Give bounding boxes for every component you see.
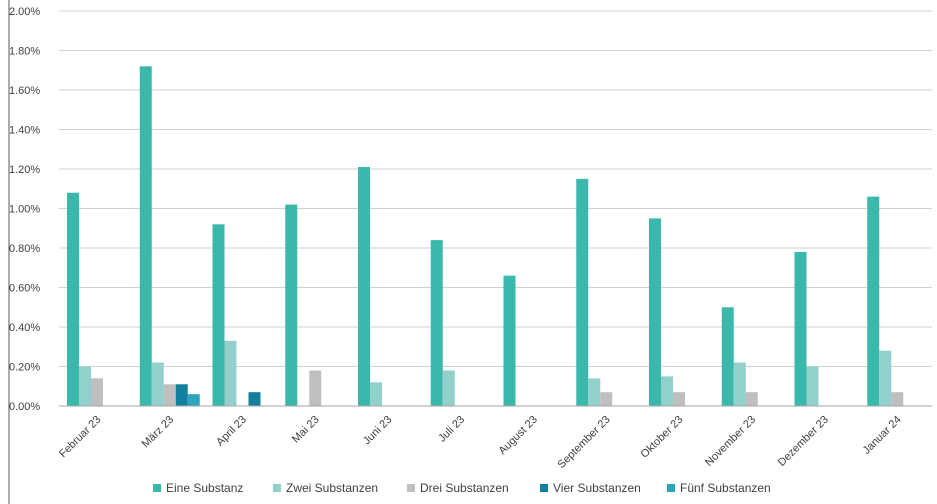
bar-eine-substanz <box>213 224 225 406</box>
bar-eine-substanz <box>431 240 443 406</box>
bar-zwei-substanzen <box>225 341 237 406</box>
bar-zwei-substanzen <box>79 367 91 407</box>
bar-zwei-substanzen <box>370 382 382 406</box>
bar-eine-substanz <box>140 66 152 406</box>
legend-swatch <box>273 484 281 492</box>
bar-vier-substanzen <box>249 392 261 406</box>
bar-eine-substanz <box>358 167 370 406</box>
x-tick-label: September 23 <box>555 414 612 471</box>
y-tick-label: 0.40% <box>9 322 40 334</box>
bar-zwei-substanzen <box>879 351 891 406</box>
bar-zwei-substanzen <box>734 363 746 406</box>
bar-vier-substanzen <box>176 384 188 406</box>
y-tick-label: 2.00% <box>9 6 40 18</box>
y-tick-label: 0.00% <box>9 401 40 413</box>
bar-zwei-substanzen <box>588 378 600 406</box>
bar-drei-substanzen <box>309 370 321 406</box>
y-tick-label: 1.00% <box>9 204 40 216</box>
legend-label: Drei Substanzen <box>420 481 509 495</box>
legend-label: Eine Substanz <box>166 481 243 495</box>
y-tick-label: 0.20% <box>9 362 40 374</box>
bar-eine-substanz <box>867 197 879 406</box>
y-tick-labels: 0.00% 0.20% 0.40% 0.60% 0.80% 1.00% 1.20% 1.40%… <box>9 6 40 413</box>
legend-swatch <box>667 484 675 492</box>
x-tick-label: Juni 23 <box>361 414 395 448</box>
x-tick-label: Oktober 23 <box>639 414 686 461</box>
x-tick-labels: Februar 23 März 23 April 23 Mai 23 Juni 23 Ju… <box>57 414 904 471</box>
bar-eine-substanz <box>795 252 807 406</box>
bar-drei-substanzen <box>891 392 903 406</box>
y-tick-label: 0.80% <box>9 243 40 255</box>
legend: Eine Substanz Zwei Substanzen Drei Substan… <box>153 481 771 495</box>
bar-eine-substanz <box>67 193 79 406</box>
legend-label: Zwei Substanzen <box>286 481 378 495</box>
legend-label: Vier Substanzen <box>553 481 641 495</box>
y-tick-label: 1.80% <box>9 46 40 58</box>
x-tick-label: März 23 <box>140 414 177 451</box>
bar-drei-substanzen <box>91 378 103 406</box>
bar-eine-substanz <box>576 179 588 406</box>
bar-drei-substanzen <box>673 392 685 406</box>
legend-swatch <box>153 484 161 492</box>
x-tick-label: Juli 23 <box>436 414 467 445</box>
x-tick-label: November 23 <box>703 414 758 469</box>
bar-zwei-substanzen <box>807 367 819 407</box>
y-tick-label: 1.20% <box>9 164 40 176</box>
y-tick-label: 1.60% <box>9 85 40 97</box>
bar-drei-substanzen <box>600 392 612 406</box>
bar-eine-substanz <box>504 276 516 406</box>
x-tick-label: Februar 23 <box>57 414 104 461</box>
x-tick-label: Januar 24 <box>861 414 904 457</box>
bar-zwei-substanzen <box>152 363 164 406</box>
bar-fünf-substanzen <box>188 394 200 406</box>
legend-swatch <box>407 484 415 492</box>
bar-zwei-substanzen <box>443 370 455 406</box>
x-tick-label: April 23 <box>214 414 249 449</box>
bar-zwei-substanzen <box>661 376 673 406</box>
bar-drei-substanzen <box>746 392 758 406</box>
bar-eine-substanz <box>649 218 661 406</box>
x-tick-label: Dezember 23 <box>776 414 831 469</box>
x-tick-label: August 23 <box>496 414 540 458</box>
x-tick-label: Mai 23 <box>290 414 322 446</box>
bars <box>67 66 903 406</box>
y-tick-label: 0.60% <box>9 283 40 295</box>
bar-eine-substanz <box>285 205 297 406</box>
bar-drei-substanzen <box>164 384 176 406</box>
legend-label: Fünf Substanzen <box>680 481 771 495</box>
legend-swatch <box>540 484 548 492</box>
y-tick-label: 1.40% <box>9 125 40 137</box>
bar-eine-substanz <box>722 307 734 406</box>
